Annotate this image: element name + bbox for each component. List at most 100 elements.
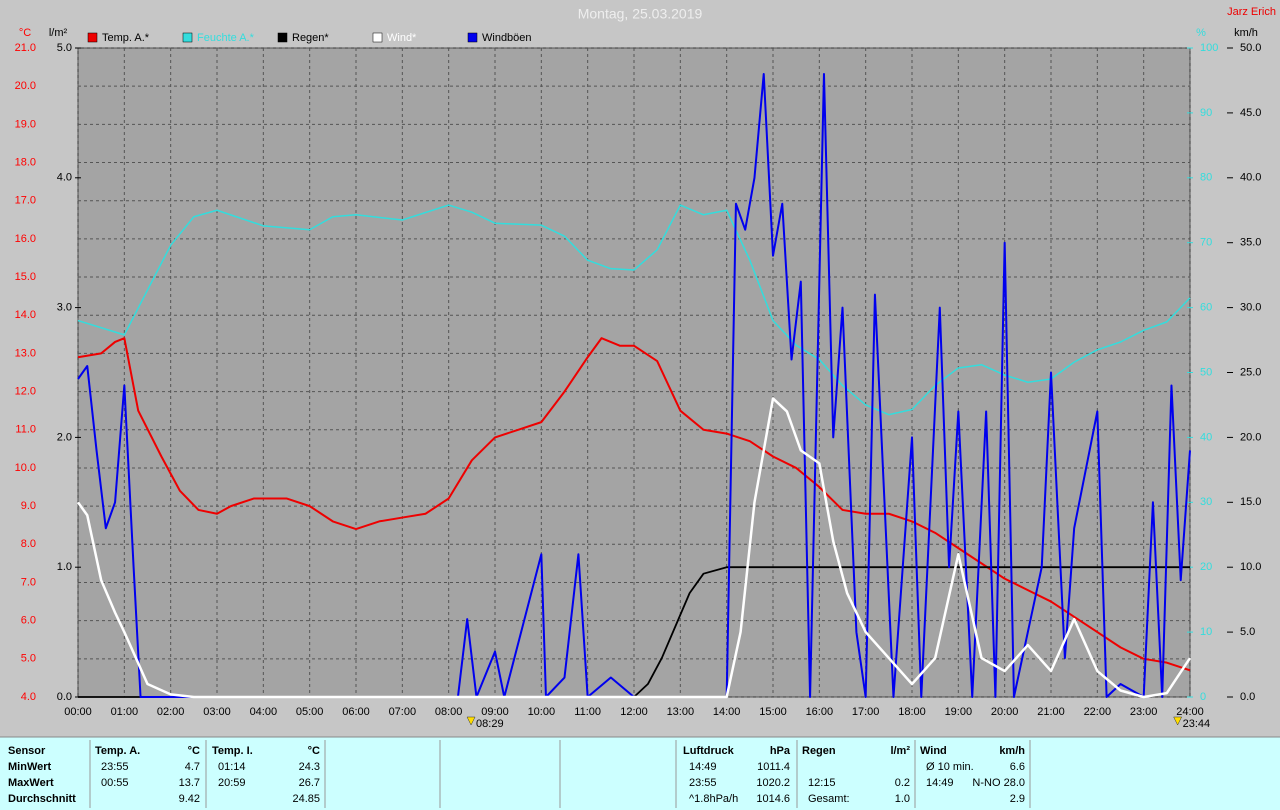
y-tick-label: 60 <box>1200 302 1212 314</box>
table-cell: MinWert <box>8 761 52 773</box>
legend-swatch <box>87 32 98 43</box>
table-cell: 14:49 <box>926 777 954 789</box>
axis-title: °C <box>19 27 31 39</box>
table-header: Wind <box>920 745 947 757</box>
y-tick-label: 7.0 <box>21 576 36 588</box>
y-tick-label: 50.0 <box>1240 42 1261 54</box>
y-tick-label: 5.0 <box>1240 626 1255 638</box>
y-tick-label: 10.0 <box>1240 561 1261 573</box>
y-tick-label: 30 <box>1200 496 1212 508</box>
legend-label: Regen* <box>292 32 329 44</box>
y-tick-label: 17.0 <box>15 195 36 207</box>
y-tick-label: 90 <box>1200 107 1212 119</box>
y-tick-label: 20 <box>1200 561 1212 573</box>
x-tick-label: 20:00 <box>991 706 1019 718</box>
y-tick-label: 15.0 <box>1240 496 1261 508</box>
y-tick-label: 12.0 <box>15 385 36 397</box>
y-tick-label: 0 <box>1200 691 1206 703</box>
x-tick-label: 03:00 <box>203 706 231 718</box>
y-tick-label: 80 <box>1200 172 1212 184</box>
author: Jarz Erich <box>1227 6 1276 18</box>
table-cell: 1011.4 <box>757 761 790 773</box>
table-cell: 26.7 <box>299 777 320 789</box>
y-tick-label: 50 <box>1200 366 1212 378</box>
x-tick-label: 08:00 <box>435 706 463 718</box>
table-cell: 00:55 <box>101 777 129 789</box>
table-header: Regen <box>802 745 836 757</box>
table-cell: 1.0 <box>895 793 910 805</box>
y-tick-label: 10.0 <box>15 462 36 474</box>
y-tick-label: 1.0 <box>57 561 72 573</box>
table-cell: 4.7 <box>185 761 200 773</box>
y-tick-label: 11.0 <box>15 424 36 436</box>
table-cell: 23:55 <box>101 761 129 773</box>
table-cell: 23:55 <box>689 777 717 789</box>
y-tick-label: 35.0 <box>1240 237 1261 249</box>
axis-title: km/h <box>1234 27 1258 39</box>
y-tick-label: 40.0 <box>1240 172 1261 184</box>
table-cell: Ø 10 min. <box>926 761 974 773</box>
y-tick-label: 2.0 <box>57 431 72 443</box>
y-tick-label: 4.0 <box>57 172 72 184</box>
x-tick-label: 23:00 <box>1130 706 1158 718</box>
y-tick-label: 15.0 <box>15 271 36 283</box>
table-cell: MaxWert <box>8 777 54 789</box>
x-tick-label: 11:00 <box>574 706 601 718</box>
y-tick-label: 70 <box>1200 237 1212 249</box>
table-header: Temp. I. <box>212 745 253 757</box>
y-tick-label: 10 <box>1200 626 1212 638</box>
table-cell: ^1.8hPa/h <box>689 793 738 805</box>
y-tick-label: 8.0 <box>21 538 36 550</box>
marker-icon <box>1173 716 1183 726</box>
axis-title: l/m² <box>49 27 68 39</box>
series-line <box>77 337 1191 672</box>
axis-title: % <box>1196 27 1206 39</box>
x-tick-label: 00:00 <box>64 706 92 718</box>
legend-swatch <box>277 32 288 43</box>
marker-label: 23:44 <box>1183 718 1211 730</box>
y-tick-label: 21.0 <box>15 42 36 54</box>
y-tick-label: 0.0 <box>57 691 72 703</box>
legend-label: Temp. A.* <box>102 32 150 44</box>
y-tick-label: 13.0 <box>15 347 36 359</box>
legend-swatch <box>182 32 193 43</box>
table-cell: Gesamt: <box>808 793 850 805</box>
x-tick-label: 10:00 <box>528 706 556 718</box>
legend-swatch <box>467 32 478 43</box>
y-tick-label: 100 <box>1200 42 1218 54</box>
series-line <box>76 397 1192 699</box>
x-tick-label: 14:00 <box>713 706 741 718</box>
table-cell: 24.3 <box>299 761 320 773</box>
y-tick-label: 40 <box>1200 431 1212 443</box>
table-cell: 13.7 <box>179 777 200 789</box>
x-tick-label: 06:00 <box>342 706 370 718</box>
y-tick-label: 5.0 <box>57 42 72 54</box>
y-tick-label: 4.0 <box>21 691 36 703</box>
x-tick-label: 13:00 <box>667 706 695 718</box>
table-cell: 14:49 <box>689 761 717 773</box>
table-header: Temp. A. <box>95 745 140 757</box>
x-tick-label: 04:00 <box>250 706 278 718</box>
table-header: °C <box>188 745 200 757</box>
y-tick-label: 18.0 <box>15 156 36 168</box>
x-tick-label: 17:00 <box>852 706 880 718</box>
table-cell: 2.9 <box>1010 793 1025 805</box>
x-tick-label: 19:00 <box>945 706 973 718</box>
y-tick-label: 16.0 <box>15 233 36 245</box>
legend-label: Windböen <box>482 32 532 44</box>
table-header: °C <box>308 745 320 757</box>
y-tick-label: 45.0 <box>1240 107 1261 119</box>
table-cell: Durchschnitt <box>8 793 76 805</box>
x-tick-label: 09:00 <box>481 706 509 718</box>
table-cell: 20:59 <box>218 777 246 789</box>
marker-icon <box>466 716 476 726</box>
table-cell: 24.85 <box>292 793 320 805</box>
chart-title: Montag, 25.03.2019 <box>578 6 703 22</box>
table-cell: 1014.6 <box>756 793 790 805</box>
x-tick-label: 02:00 <box>157 706 185 718</box>
x-tick-label: 18:00 <box>898 706 926 718</box>
table-background <box>0 737 1280 810</box>
legend-label: Wind* <box>387 32 417 44</box>
x-tick-label: 15:00 <box>759 706 787 718</box>
